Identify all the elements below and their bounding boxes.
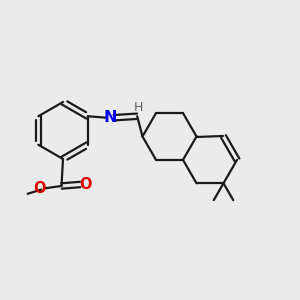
Text: O: O <box>33 181 46 196</box>
Text: O: O <box>79 177 92 192</box>
Text: N: N <box>103 110 117 125</box>
Text: H: H <box>134 101 143 114</box>
